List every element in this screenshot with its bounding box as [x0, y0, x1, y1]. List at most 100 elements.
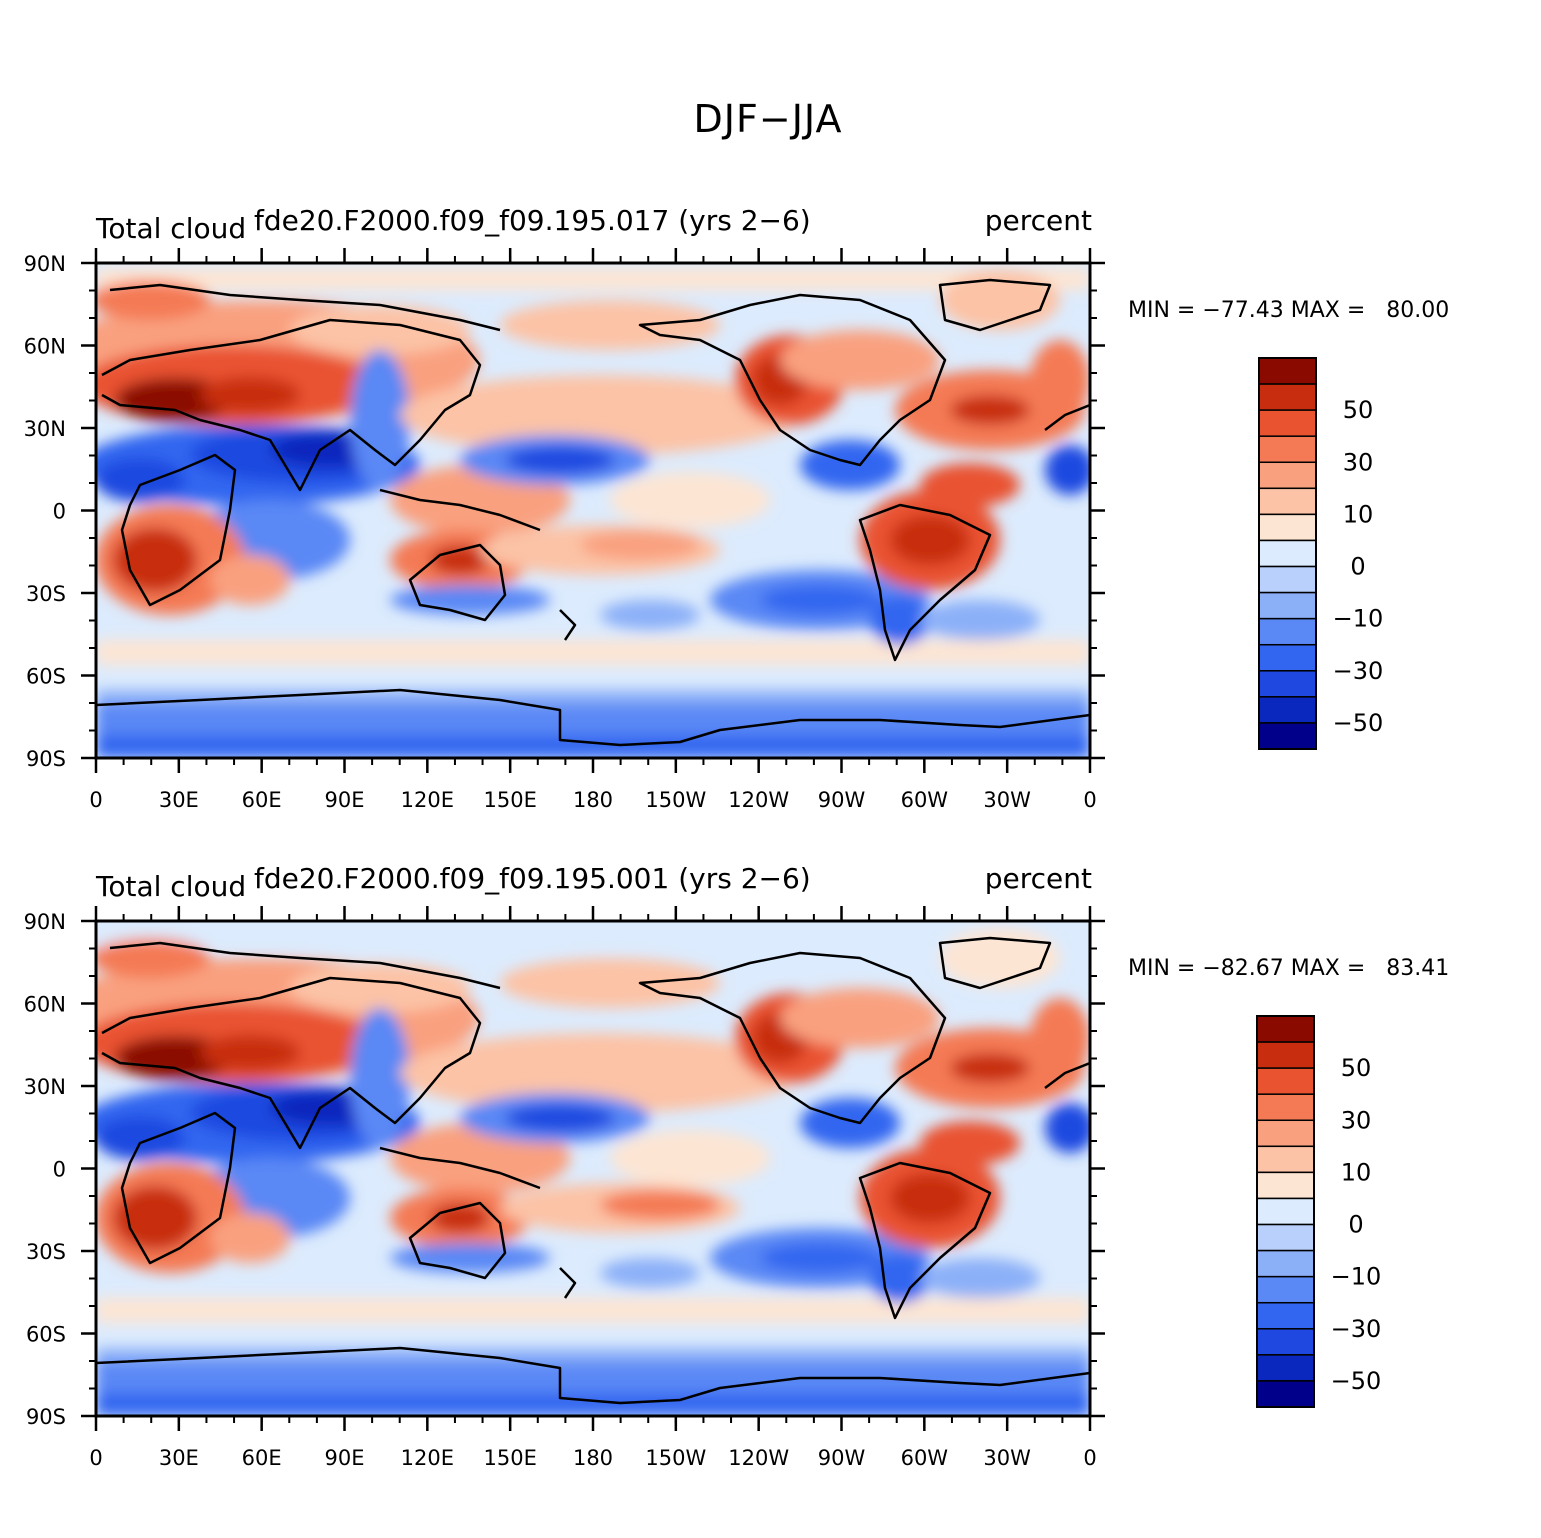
panel-2-units-label: percent — [985, 862, 1092, 895]
colorbar-2-swatch — [1256, 1380, 1315, 1408]
colorbar-2-label: −50 — [1331, 1367, 1382, 1395]
panel-1-lon-tick-label: 120E — [401, 788, 454, 812]
colorbar-1-swatch — [1258, 513, 1317, 542]
colorbar-2-swatch — [1256, 1119, 1315, 1148]
panel-2-axes: 0 30E 60E 90E 120E 150E 180 150W 120W 90W 60W 30W 09… — [24, 906, 1105, 1470]
panel-1-lon-tick-label: 0 — [1083, 788, 1096, 812]
panel-1-lon-tick-label: 90W — [818, 788, 866, 812]
panel-1-lat-tick-label: 60N — [24, 335, 66, 359]
colorbar-1-label: −50 — [1333, 709, 1384, 737]
panel-1-lat-tick-label: 0 — [53, 500, 66, 524]
colorbar-2-label: 30 — [1341, 1106, 1372, 1134]
colorbar-2-swatch — [1256, 1197, 1315, 1226]
colorbar-2-label: −10 — [1331, 1263, 1382, 1291]
colorbar-1-label: 0 — [1350, 553, 1365, 581]
panel-1-min-max: MIN = −77.43 MAX = 80.00 — [1128, 298, 1449, 323]
colorbar-1-swatch — [1258, 487, 1317, 516]
panel-1-center-label: fde20.F2000.f09_f09.195.017 (yrs 2−6) — [254, 204, 811, 237]
panel-1-lon-tick-label: 60E — [242, 788, 282, 812]
panel-1-lat-tick-label: 60S — [26, 665, 66, 689]
panel-2-center-label: fde20.F2000.f09_f09.195.001 (yrs 2−6) — [254, 862, 811, 895]
colorbar-2-label: 50 — [1341, 1054, 1372, 1082]
panel-2-lon-tick-label: 150W — [645, 1446, 706, 1470]
colorbar-1-swatch — [1258, 461, 1317, 490]
panel-2-lat-tick-label: 60N — [24, 993, 66, 1017]
panel-2-lat-tick-label: 90S — [26, 1405, 66, 1429]
panel-1-lon-tick-label: 0 — [89, 788, 102, 812]
panel-2-lon-tick-label: 30W — [983, 1446, 1031, 1470]
panel-2-lat-tick-label: 30S — [26, 1240, 66, 1264]
colorbar-2-swatch — [1256, 1171, 1315, 1200]
panel-2-lon-tick-label: 150E — [483, 1446, 536, 1470]
panel-2-lon-tick-label: 120W — [728, 1446, 789, 1470]
figure-title: DJF−JJA — [694, 97, 843, 141]
colorbar-1-label: −10 — [1333, 605, 1384, 633]
panel-2-lon-tick-label: 60W — [901, 1446, 949, 1470]
colorbar-2-swatch — [1256, 1015, 1315, 1043]
panel-1-lat-tick-label: 90N — [24, 252, 66, 276]
panel-2-colorbar: 50 30 10 0 −10 −30 −50 — [1256, 1015, 1382, 1408]
panel-1-lon-tick-label: 180 — [573, 788, 613, 812]
colorbar-1-swatch — [1258, 722, 1317, 750]
panel-2-lon-tick-label: 30E — [159, 1446, 199, 1470]
panel-2-lat-tick-label: 30N — [24, 1075, 66, 1099]
colorbar-1-swatch — [1258, 643, 1317, 672]
panel-1-left-label: Total cloud — [95, 212, 246, 245]
colorbar-1-swatch — [1258, 357, 1317, 385]
panel-2-left-label: Total cloud — [95, 870, 246, 903]
colorbar-1-swatch — [1258, 565, 1317, 594]
panel-2-lon-tick-label: 0 — [89, 1446, 102, 1470]
panel-1-lon-tick-label: 150E — [483, 788, 536, 812]
colorbar-1-swatch — [1258, 617, 1317, 646]
colorbar-1-swatch — [1258, 696, 1317, 724]
colorbar-1-label: 10 — [1343, 500, 1374, 528]
colorbar-1-swatch — [1258, 383, 1317, 411]
panel-1-lon-tick-label: 30E — [159, 788, 199, 812]
colorbar-1-swatch — [1258, 670, 1317, 698]
panel-2-lon-tick-label: 90W — [818, 1446, 866, 1470]
colorbar-2-swatch — [1256, 1145, 1315, 1174]
panel-1-colorbar: 50 30 10 0 −10 −30 −50 — [1258, 357, 1384, 750]
panel-2-lat-tick-label: 90N — [24, 910, 66, 934]
colorbar-1-label: −30 — [1333, 657, 1384, 685]
panel-1-field-map — [96, 263, 1090, 758]
colorbar-2-swatch — [1256, 1041, 1315, 1069]
panel-2-lat-tick-label: 0 — [53, 1158, 66, 1182]
colorbar-1-label: 50 — [1343, 396, 1374, 424]
panel-2-lat-tick-label: 60S — [26, 1323, 66, 1347]
panel-1-axes: 0 30E 60E 90E 120E 150E 180 150W 120W 90W 60W 30W 09… — [24, 248, 1105, 812]
panel-2-min-max: MIN = −82.67 MAX = 83.41 — [1128, 956, 1449, 981]
colorbar-2-swatch — [1256, 1301, 1315, 1330]
colorbar-2-swatch — [1256, 1275, 1315, 1304]
panel-1-lon-tick-label: 30W — [983, 788, 1031, 812]
colorbar-1-swatch — [1258, 591, 1317, 620]
panel-1-lon-tick-label: 150W — [645, 788, 706, 812]
panel-2-lon-tick-label: 180 — [573, 1446, 613, 1470]
colorbar-2-label: 0 — [1348, 1211, 1363, 1239]
colorbar-1-swatch — [1258, 539, 1317, 568]
panel-2-lon-tick-label: 0 — [1083, 1446, 1096, 1470]
colorbar-1-label: 30 — [1343, 448, 1374, 476]
colorbar-2-swatch — [1256, 1328, 1315, 1356]
colorbar-2-swatch — [1256, 1354, 1315, 1382]
colorbar-1-swatch — [1258, 409, 1317, 437]
panel-2: Total cloud fde20.F2000.f09_f09.195.001 … — [24, 862, 1105, 1470]
panel-2-lon-tick-label: 90E — [325, 1446, 365, 1470]
panel-1-lon-tick-label: 60W — [901, 788, 949, 812]
panel-1-lat-tick-label: 30S — [26, 582, 66, 606]
panel-1-units-label: percent — [985, 204, 1092, 237]
panel-1-lon-tick-label: 120W — [728, 788, 789, 812]
panel-1-lon-tick-label: 90E — [325, 788, 365, 812]
colorbar-1-swatch — [1258, 435, 1317, 464]
panel-1: Total cloud fde20.F2000.f09_f09.195.017 … — [24, 204, 1105, 812]
panel-2-lon-tick-label: 120E — [401, 1446, 454, 1470]
panel-1-lat-tick-label: 30N — [24, 417, 66, 441]
colorbar-2-swatch — [1256, 1093, 1315, 1122]
colorbar-2-label: −30 — [1331, 1315, 1382, 1343]
panel-2-field-map — [96, 921, 1090, 1416]
colorbar-2-swatch — [1256, 1223, 1315, 1252]
colorbar-2-swatch — [1256, 1249, 1315, 1278]
colorbar-2-swatch — [1256, 1067, 1315, 1095]
panel-1-lat-tick-label: 90S — [26, 747, 66, 771]
